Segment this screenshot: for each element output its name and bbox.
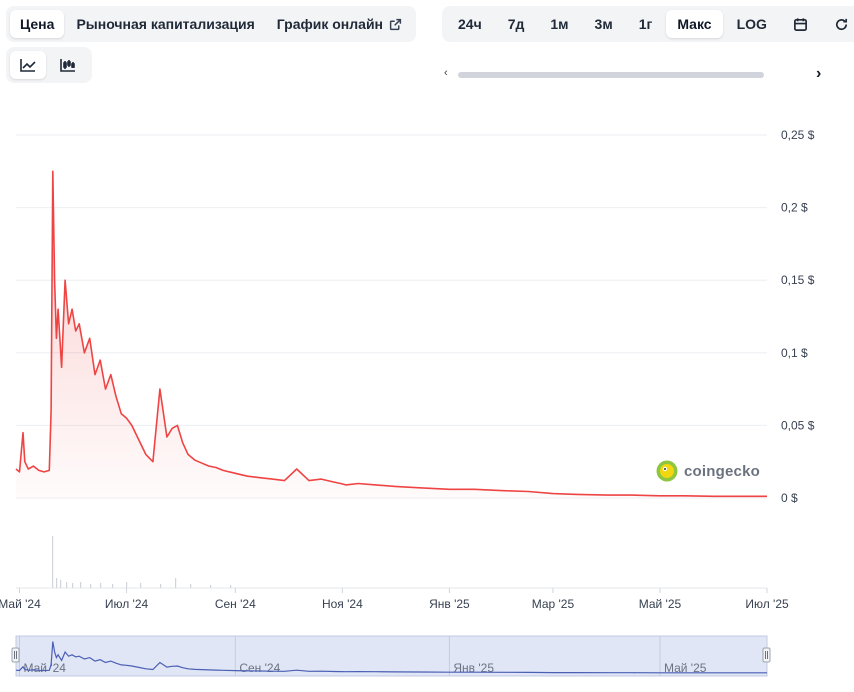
y-tick-label: 0,2 $ <box>781 201 808 215</box>
coingecko-logo-icon <box>656 460 678 482</box>
volume-bar <box>140 583 142 588</box>
volume-bar <box>230 585 232 588</box>
navigator-label: Сен '24 <box>239 661 280 675</box>
external-link-icon <box>389 18 402 30</box>
x-tick-label: Ноя '24 <box>322 597 363 611</box>
chart-type-tabs: Цена Рыночная капитализация График онлай… <box>6 6 417 42</box>
chart-grid <box>16 134 767 589</box>
x-tick-label: Июл '24 <box>105 597 149 611</box>
chart-style-toggle <box>6 47 92 83</box>
price-chart[interactable]: 0 $ 0,05 $ 0,1 $ 0,15 $ 0,2 $ 0,25 $ Май '24 И… <box>0 100 854 615</box>
volume-bar <box>126 582 128 588</box>
x-axis-labels: Май '24 Июл '24 Сен '24 Ноя '24 Янв '25 Мар '… <box>0 588 789 611</box>
range-max[interactable]: Макс <box>666 10 723 38</box>
navigator-right-handle[interactable] <box>762 647 771 663</box>
navigator-series-line <box>15 641 767 674</box>
x-tick-label: Июл '25 <box>745 597 789 611</box>
volume-bar <box>190 584 192 588</box>
volume-bar <box>112 584 114 588</box>
refresh-icon <box>835 18 847 30</box>
x-tick-label: Сен '24 <box>215 597 256 611</box>
tab-price[interactable]: Цена <box>10 10 65 38</box>
navigator-selection[interactable] <box>15 635 768 677</box>
volume-bar <box>60 580 62 588</box>
price-series-line <box>15 170 767 498</box>
line-chart-button[interactable] <box>10 51 46 79</box>
log-scale-toggle[interactable]: LOG <box>736 16 767 32</box>
volume-bar <box>100 583 102 588</box>
x-tick-label: Янв '25 <box>429 597 470 611</box>
chevron-left-icon[interactable]: ‹ <box>444 67 448 79</box>
volume-bar <box>56 578 58 588</box>
tab-live-chart-label: График онлайн <box>276 16 384 32</box>
volume-bar <box>66 582 68 588</box>
navigator-label: Янв '25 <box>453 661 494 675</box>
coingecko-watermark: coingecko <box>656 460 760 482</box>
volume-bar <box>52 536 54 588</box>
y-tick-label: 0,1 $ <box>781 346 808 360</box>
y-tick-label: 0,15 $ <box>781 273 815 287</box>
refresh-button[interactable] <box>822 10 854 38</box>
time-range-selector: 24ч 7д 1м 3м 1г Макс LOG <box>442 6 854 42</box>
x-tick-label: Мар '25 <box>532 597 575 611</box>
navigator-label: Май '24 <box>24 661 67 675</box>
navigator-label: Май '25 <box>664 661 707 675</box>
candlestick-button[interactable] <box>50 51 86 79</box>
calendar-icon <box>793 17 807 31</box>
range-7d[interactable]: 7д <box>507 16 525 32</box>
y-axis-labels: 0 $ 0,05 $ 0,1 $ 0,15 $ 0,2 $ 0,25 $ <box>781 128 815 505</box>
range-scrollbar[interactable]: ‹ › <box>444 65 826 83</box>
chevron-right-icon[interactable]: › <box>816 65 822 82</box>
watermark-text: coingecko <box>684 462 760 480</box>
volume-bar <box>80 582 82 588</box>
range-3m[interactable]: 3м <box>594 16 613 32</box>
y-tick-label: 0,05 $ <box>781 418 815 432</box>
candlestick-icon <box>60 59 75 72</box>
y-tick-label: 0,25 $ <box>781 128 815 142</box>
x-tick-label: Май '24 <box>0 597 41 611</box>
tab-market-cap[interactable]: Рыночная капитализация <box>76 16 255 32</box>
calendar-button[interactable] <box>781 10 820 38</box>
volume-bar <box>175 578 177 588</box>
x-tick-label: Май '25 <box>639 597 682 611</box>
price-area-fill <box>16 171 767 499</box>
range-1m[interactable]: 1м <box>550 16 569 32</box>
volume-bar <box>210 585 212 588</box>
volume-bar <box>90 584 92 588</box>
volume-bar <box>160 584 162 588</box>
scrollbar-thumb[interactable] <box>458 72 764 78</box>
volume-bar <box>72 583 74 588</box>
navigator-left-handle[interactable] <box>11 647 20 663</box>
volume-bars <box>52 536 232 588</box>
tab-live-chart[interactable]: График онлайн <box>267 10 412 38</box>
range-24h[interactable]: 24ч <box>458 16 482 32</box>
y-tick-label: 0 $ <box>781 491 798 505</box>
range-1y[interactable]: 1г <box>638 16 653 32</box>
range-navigator[interactable]: Май '24 Сен '24 Янв '25 Май '25 <box>0 630 854 680</box>
line-chart-icon <box>20 59 36 72</box>
